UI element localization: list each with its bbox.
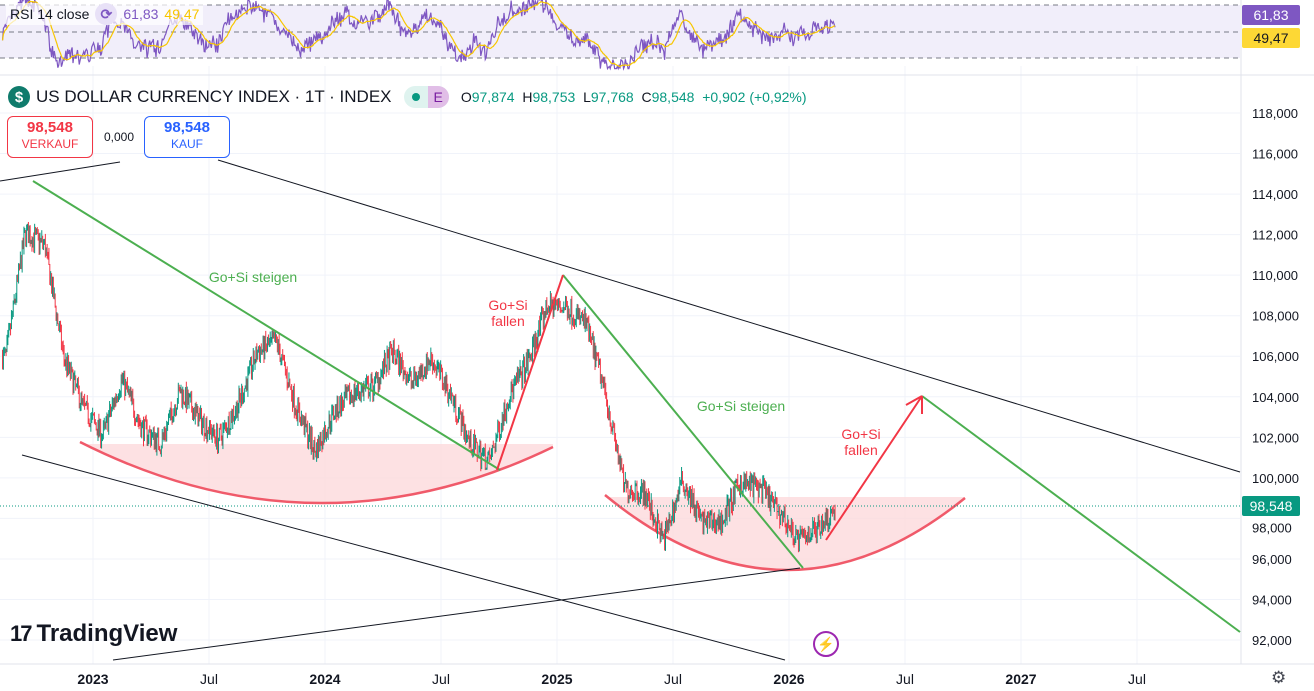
green-trendline	[562, 274, 804, 569]
green-projection-line	[921, 395, 1241, 633]
annotation-label: Go+Si steigen	[697, 398, 785, 414]
cup-arc-1-fill	[80, 442, 553, 504]
channel-lower-line	[21, 454, 786, 661]
y-tick-label: 114,000	[1252, 187, 1298, 202]
x-tick-label: Jul	[432, 671, 450, 687]
rsi-value-tag: 61,83	[1242, 5, 1300, 25]
x-tick-label: Jul	[896, 671, 914, 687]
rsi-ma-tag: 49,47	[1242, 28, 1300, 48]
rsi-label: RSI 14 close	[10, 6, 90, 22]
settings-icon[interactable]: ⚙	[1271, 668, 1287, 687]
y-tick-label: 102,000	[1252, 430, 1299, 445]
y-tick-label: 106,000	[1252, 349, 1299, 364]
rsi-value: 61,83	[123, 6, 159, 22]
y-tick-label: 116,000	[1252, 147, 1298, 162]
annotation-label: Go+Si fallen	[841, 426, 880, 458]
x-tick-label: 2023	[77, 671, 108, 687]
rsi-legend[interactable]: RSI 14 close ⟳ 61,83 49,47	[6, 3, 204, 25]
red-arrow-line	[825, 395, 923, 541]
x-tick-label: Jul	[200, 671, 218, 687]
red-trendline	[496, 274, 564, 471]
last-price-tag: 98,548	[1242, 496, 1300, 516]
rsi-ma-value: 49,47	[164, 6, 200, 22]
x-tick-label: 2027	[1005, 671, 1036, 687]
sell-button[interactable]: 98,548 VERKAUF	[7, 116, 93, 158]
y-tick-label: 98,000	[1252, 520, 1292, 535]
refresh-icon[interactable]: ⟳	[95, 3, 118, 25]
market-open-dot-icon	[411, 93, 420, 101]
buy-button[interactable]: 98,548 KAUF	[144, 116, 230, 158]
channel-upper-line	[217, 159, 1241, 473]
y-tick-label: 96,000	[1252, 552, 1292, 567]
y-tick-label: 118,000	[1252, 106, 1298, 121]
rsi-ma-line	[1, 0, 836, 68]
y-tick-label: 110,000	[1252, 268, 1298, 283]
market-badge: E	[427, 86, 449, 108]
annotation-label: Go+Si fallen	[488, 297, 527, 329]
ohlc-values: O97,874 H98,753 L97,768 C98,548 +0,902 (…	[460, 89, 807, 105]
arrow-head-icon	[905, 395, 923, 414]
y-tick-label: 94,000	[1252, 592, 1292, 607]
y-tick-label: 104,000	[1252, 390, 1299, 405]
dollar-icon: $	[8, 86, 30, 108]
y-tick-label: 112,000	[1252, 228, 1298, 243]
y-tick-label: 108,000	[1252, 309, 1299, 324]
tv-logo-icon: 17	[10, 621, 33, 646]
x-tick-label: Jul	[1128, 671, 1146, 687]
market-status[interactable]: E	[403, 86, 449, 108]
lightning-icon[interactable]: ⚡	[813, 631, 839, 657]
x-tick-label: Jul	[664, 671, 682, 687]
cup-arc-1	[79, 440, 554, 505]
annotation-label: Go+Si steigen	[209, 269, 297, 285]
rsi-line	[1, 0, 836, 71]
symbol-legend: $ US DOLLAR CURRENCY INDEX · 1T · INDEX …	[8, 86, 807, 108]
x-tick-label: 2025	[541, 671, 572, 687]
support-line	[112, 567, 801, 661]
green-trendline	[32, 180, 501, 471]
spread-value: 0,000	[104, 130, 135, 144]
y-tick-label: 100,000	[1252, 471, 1299, 486]
x-tick-label: 2026	[773, 671, 804, 687]
x-tick-label: 2024	[309, 671, 340, 687]
trendline	[0, 161, 121, 182]
tradingview-logo[interactable]: 17 TradingView	[10, 620, 178, 647]
candles	[2, 221, 836, 553]
symbol-title[interactable]: US DOLLAR CURRENCY INDEX · 1T · INDEX	[36, 87, 392, 106]
y-tick-label: 92,000	[1252, 633, 1292, 648]
